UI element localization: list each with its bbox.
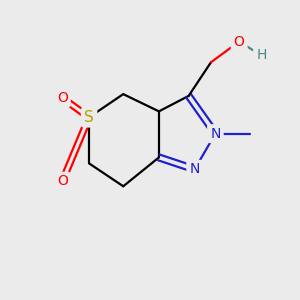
Text: O: O (233, 34, 245, 49)
Text: H: H (256, 49, 267, 62)
Text: S: S (84, 110, 94, 125)
Text: O: O (56, 174, 68, 188)
Text: H: H (256, 49, 267, 62)
Text: O: O (234, 34, 244, 49)
Text: O: O (57, 174, 68, 188)
Text: N: N (189, 162, 200, 176)
Text: N: N (210, 127, 221, 141)
Text: O: O (57, 91, 68, 105)
Text: S: S (84, 110, 94, 125)
Text: O: O (56, 91, 68, 105)
Text: N: N (210, 127, 220, 141)
Text: N: N (189, 162, 200, 176)
